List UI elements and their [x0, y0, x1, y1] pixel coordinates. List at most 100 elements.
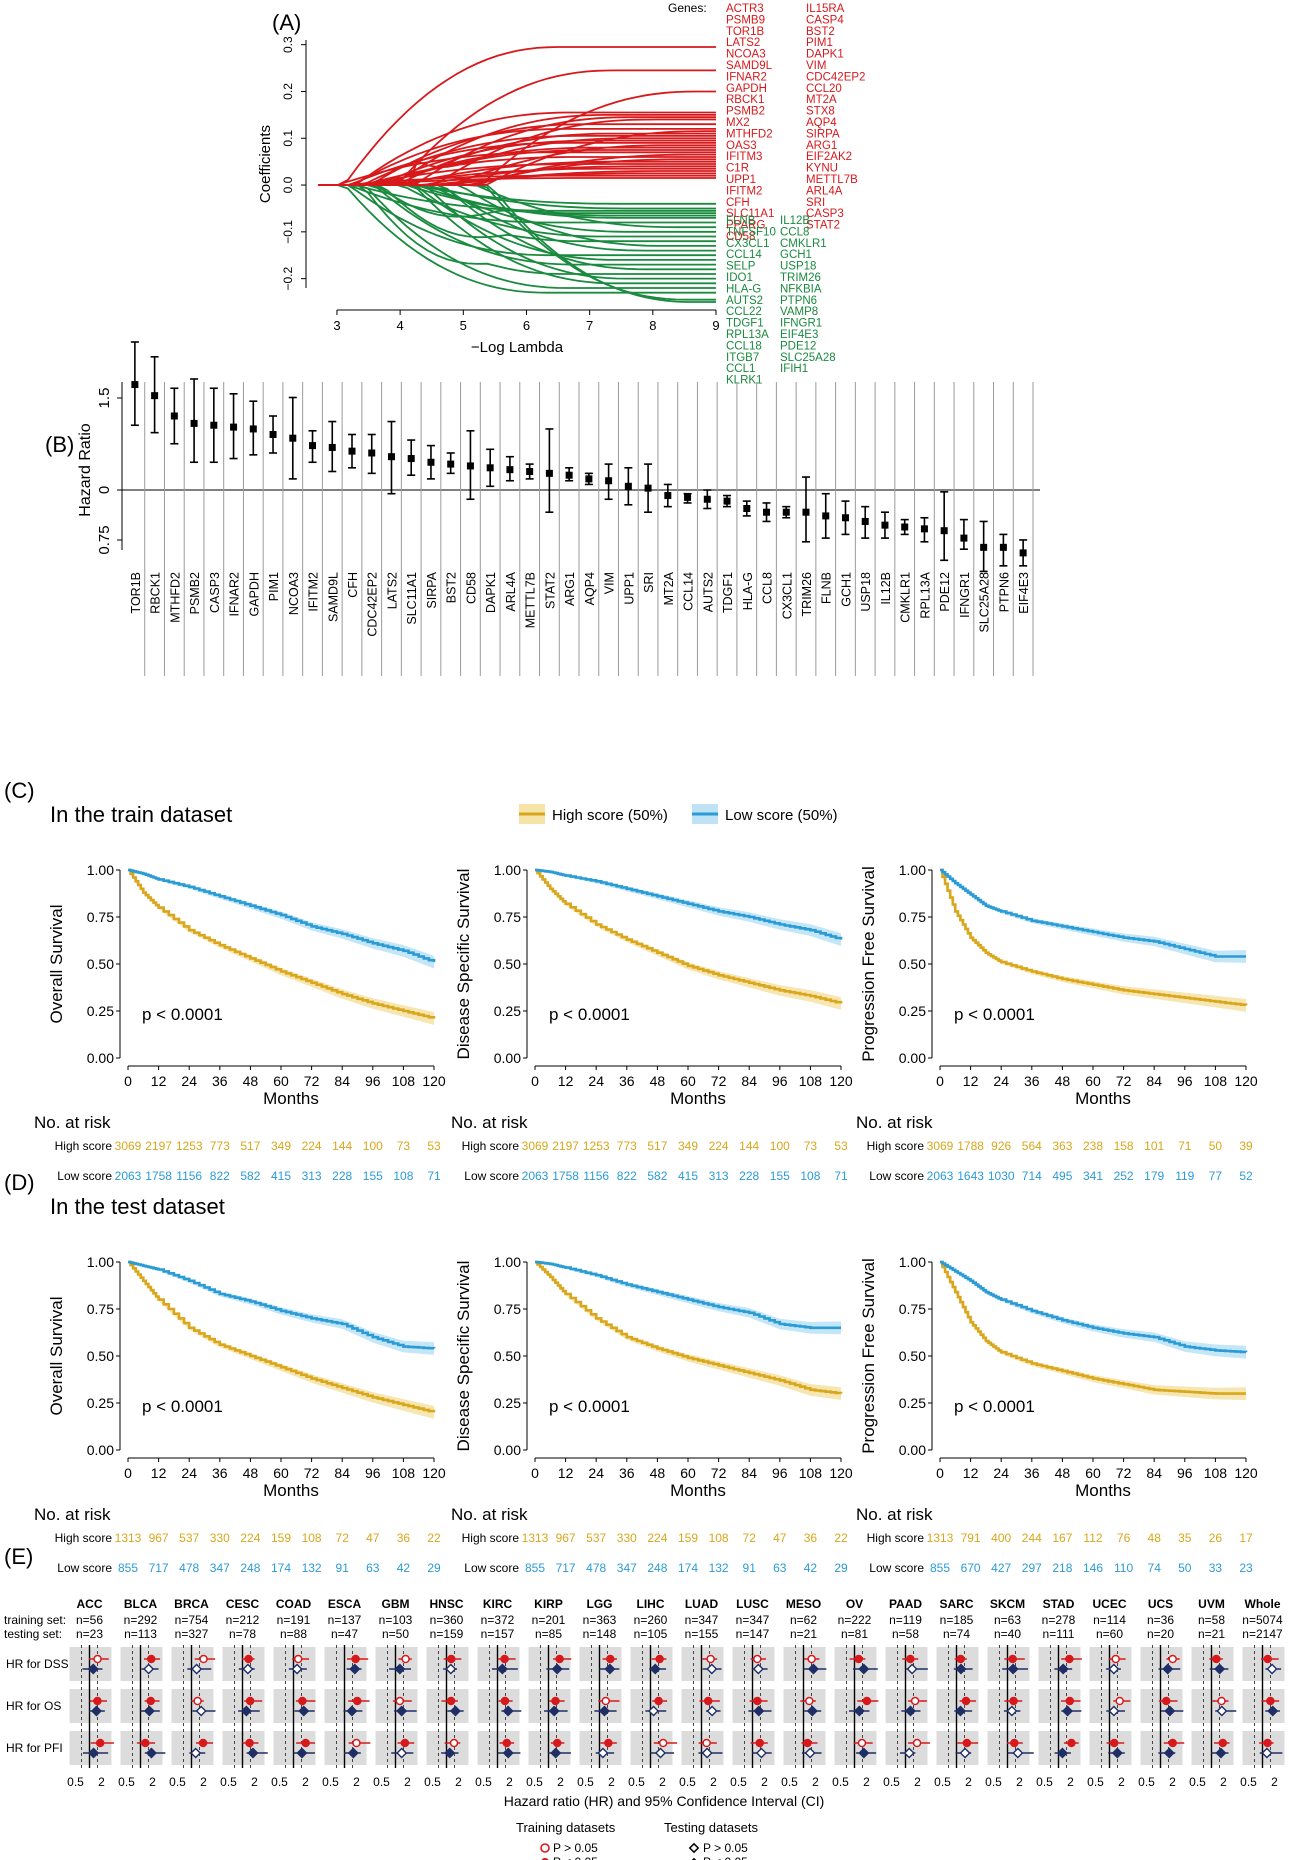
y-axis-title: Hazard Ratio	[77, 423, 94, 516]
positive-coefficient-path	[318, 174, 716, 187]
negative-gene-label: CCL14	[726, 249, 762, 261]
training-point	[146, 1696, 155, 1706]
y-tick-label: 0.25	[87, 1003, 114, 1019]
gene-tick-label: CFH	[346, 572, 360, 598]
training-point	[93, 1654, 102, 1664]
negative-gene-label: IDO1	[726, 272, 753, 284]
cell-background	[528, 1647, 571, 1681]
risk-count-low: 1758	[552, 1169, 579, 1183]
x-tick-label: 72	[1116, 1073, 1132, 1089]
x-tick-label: 72	[711, 1073, 727, 1089]
risk-count-low: 52	[1239, 1169, 1253, 1183]
cell-background	[1038, 1689, 1081, 1723]
x-tick-label: 120	[1234, 1465, 1258, 1481]
n-train: n=347	[685, 1613, 719, 1627]
x-tick-label: 2	[353, 1775, 360, 1789]
n-train: n=119	[889, 1613, 922, 1627]
testing-point	[906, 1663, 918, 1675]
low-score-curve	[128, 1260, 436, 1350]
low-score-curve	[535, 868, 843, 940]
testing-point	[502, 1747, 514, 1759]
training-point	[141, 1738, 150, 1748]
x-tick-label: 2	[1016, 1775, 1023, 1789]
panel-c-train-survival: In the train dataset High score (50%) Low …	[34, 802, 1258, 1183]
negative-gene-label: RPL13A	[726, 329, 769, 341]
testing-point	[240, 1705, 252, 1717]
x-tick-label: 2	[1118, 1775, 1125, 1789]
risk-count-high: 47	[773, 1531, 787, 1545]
testing-point	[90, 1705, 102, 1717]
negative-gene-label: NFKBIA	[780, 283, 822, 295]
hr-point	[802, 508, 810, 516]
negative-gene-label: KLRK1	[726, 375, 762, 387]
cancer-label: KIRP	[534, 1597, 563, 1611]
risk-count-low: 179	[1144, 1169, 1164, 1183]
cell-background	[1242, 1647, 1285, 1681]
cell-background	[732, 1689, 775, 1723]
y-tick-label: 0.00	[899, 1442, 926, 1458]
low-score-curve	[535, 1260, 841, 1330]
x-tick-label: 0.5	[475, 1775, 492, 1789]
risk-count-high: 238	[1083, 1139, 1103, 1153]
n-test: n=157	[481, 1627, 515, 1641]
risk-count-low: 132	[709, 1561, 729, 1575]
genes-label: Genes:	[668, 1, 707, 15]
x-tick-label: 36	[619, 1073, 635, 1089]
x-tick-label: 36	[1024, 1465, 1040, 1481]
positive-gene-label: CCL20	[806, 83, 842, 95]
training-point	[956, 1654, 965, 1664]
hr-point	[309, 442, 317, 450]
gene-tick-label: EIF4E3	[1017, 572, 1031, 614]
y-tick-label: 0.00	[494, 1442, 521, 1458]
gene-tick-label: CDC42EP2	[366, 572, 380, 637]
n-train: n=372	[481, 1613, 515, 1627]
negative-coefficient-path	[318, 184, 716, 266]
x-tick-label: 0	[124, 1465, 132, 1481]
risk-count-low: 50	[1178, 1561, 1192, 1575]
negative-coefficient-path	[318, 184, 716, 289]
testing-point	[1108, 1705, 1120, 1717]
training-point	[551, 1696, 560, 1706]
gene-tick-label: CX3CL1	[780, 572, 794, 619]
x-tick-label: 72	[304, 1465, 320, 1481]
low-score-ci-band	[940, 870, 1246, 963]
y-axis-title: Overall Survival	[47, 904, 66, 1023]
risk-count-low: 415	[678, 1169, 698, 1183]
y-tick-label: 0.25	[494, 1395, 521, 1411]
x-tick-label: 48	[1055, 1465, 1071, 1481]
hr-point	[703, 495, 711, 503]
risk-row-label-high: High score	[462, 1139, 520, 1153]
positive-gene-label: CASP4	[806, 14, 844, 26]
x-tick-label: 120	[829, 1465, 853, 1481]
cancer-label: UCS	[1148, 1597, 1173, 1611]
gene-tick-label: LATS2	[385, 572, 399, 609]
cancer-label: LIHC	[637, 1597, 665, 1611]
n-test: n=85	[535, 1627, 562, 1641]
cell-background	[120, 1731, 163, 1765]
training-point	[854, 1654, 863, 1664]
training-point	[298, 1696, 307, 1706]
n-test: n=78	[229, 1627, 256, 1641]
risk-count-high: 100	[363, 1139, 383, 1153]
risk-count-low: 42	[397, 1561, 411, 1575]
x-tick-label: 0.5	[271, 1775, 288, 1789]
gene-tick-label: MTHFD2	[168, 572, 182, 623]
x-tick-label: 0.5	[1189, 1775, 1206, 1789]
n-train: n=201	[532, 1613, 566, 1627]
x-tick-label: 108	[1204, 1465, 1228, 1481]
testing-point	[1061, 1705, 1074, 1717]
positive-gene-label: STX8	[806, 106, 835, 118]
training-point	[301, 1738, 310, 1748]
training-point	[193, 1696, 202, 1706]
training-point	[1168, 1654, 1177, 1664]
x-tick-label: 3	[333, 318, 340, 333]
x-tick-label: 0.5	[985, 1775, 1002, 1789]
x-axis-title: Months	[1075, 1089, 1131, 1108]
risk-row-label-low: Low score	[57, 1561, 112, 1575]
cancer-label: KIRC	[483, 1597, 513, 1611]
gene-tick-label: CCL8	[761, 572, 775, 604]
testing-point	[858, 1747, 870, 1759]
gene-tick-label: SRI	[642, 572, 656, 593]
positive-gene-label: SLC11A1	[726, 208, 774, 220]
negative-coefficient-path	[318, 184, 716, 294]
